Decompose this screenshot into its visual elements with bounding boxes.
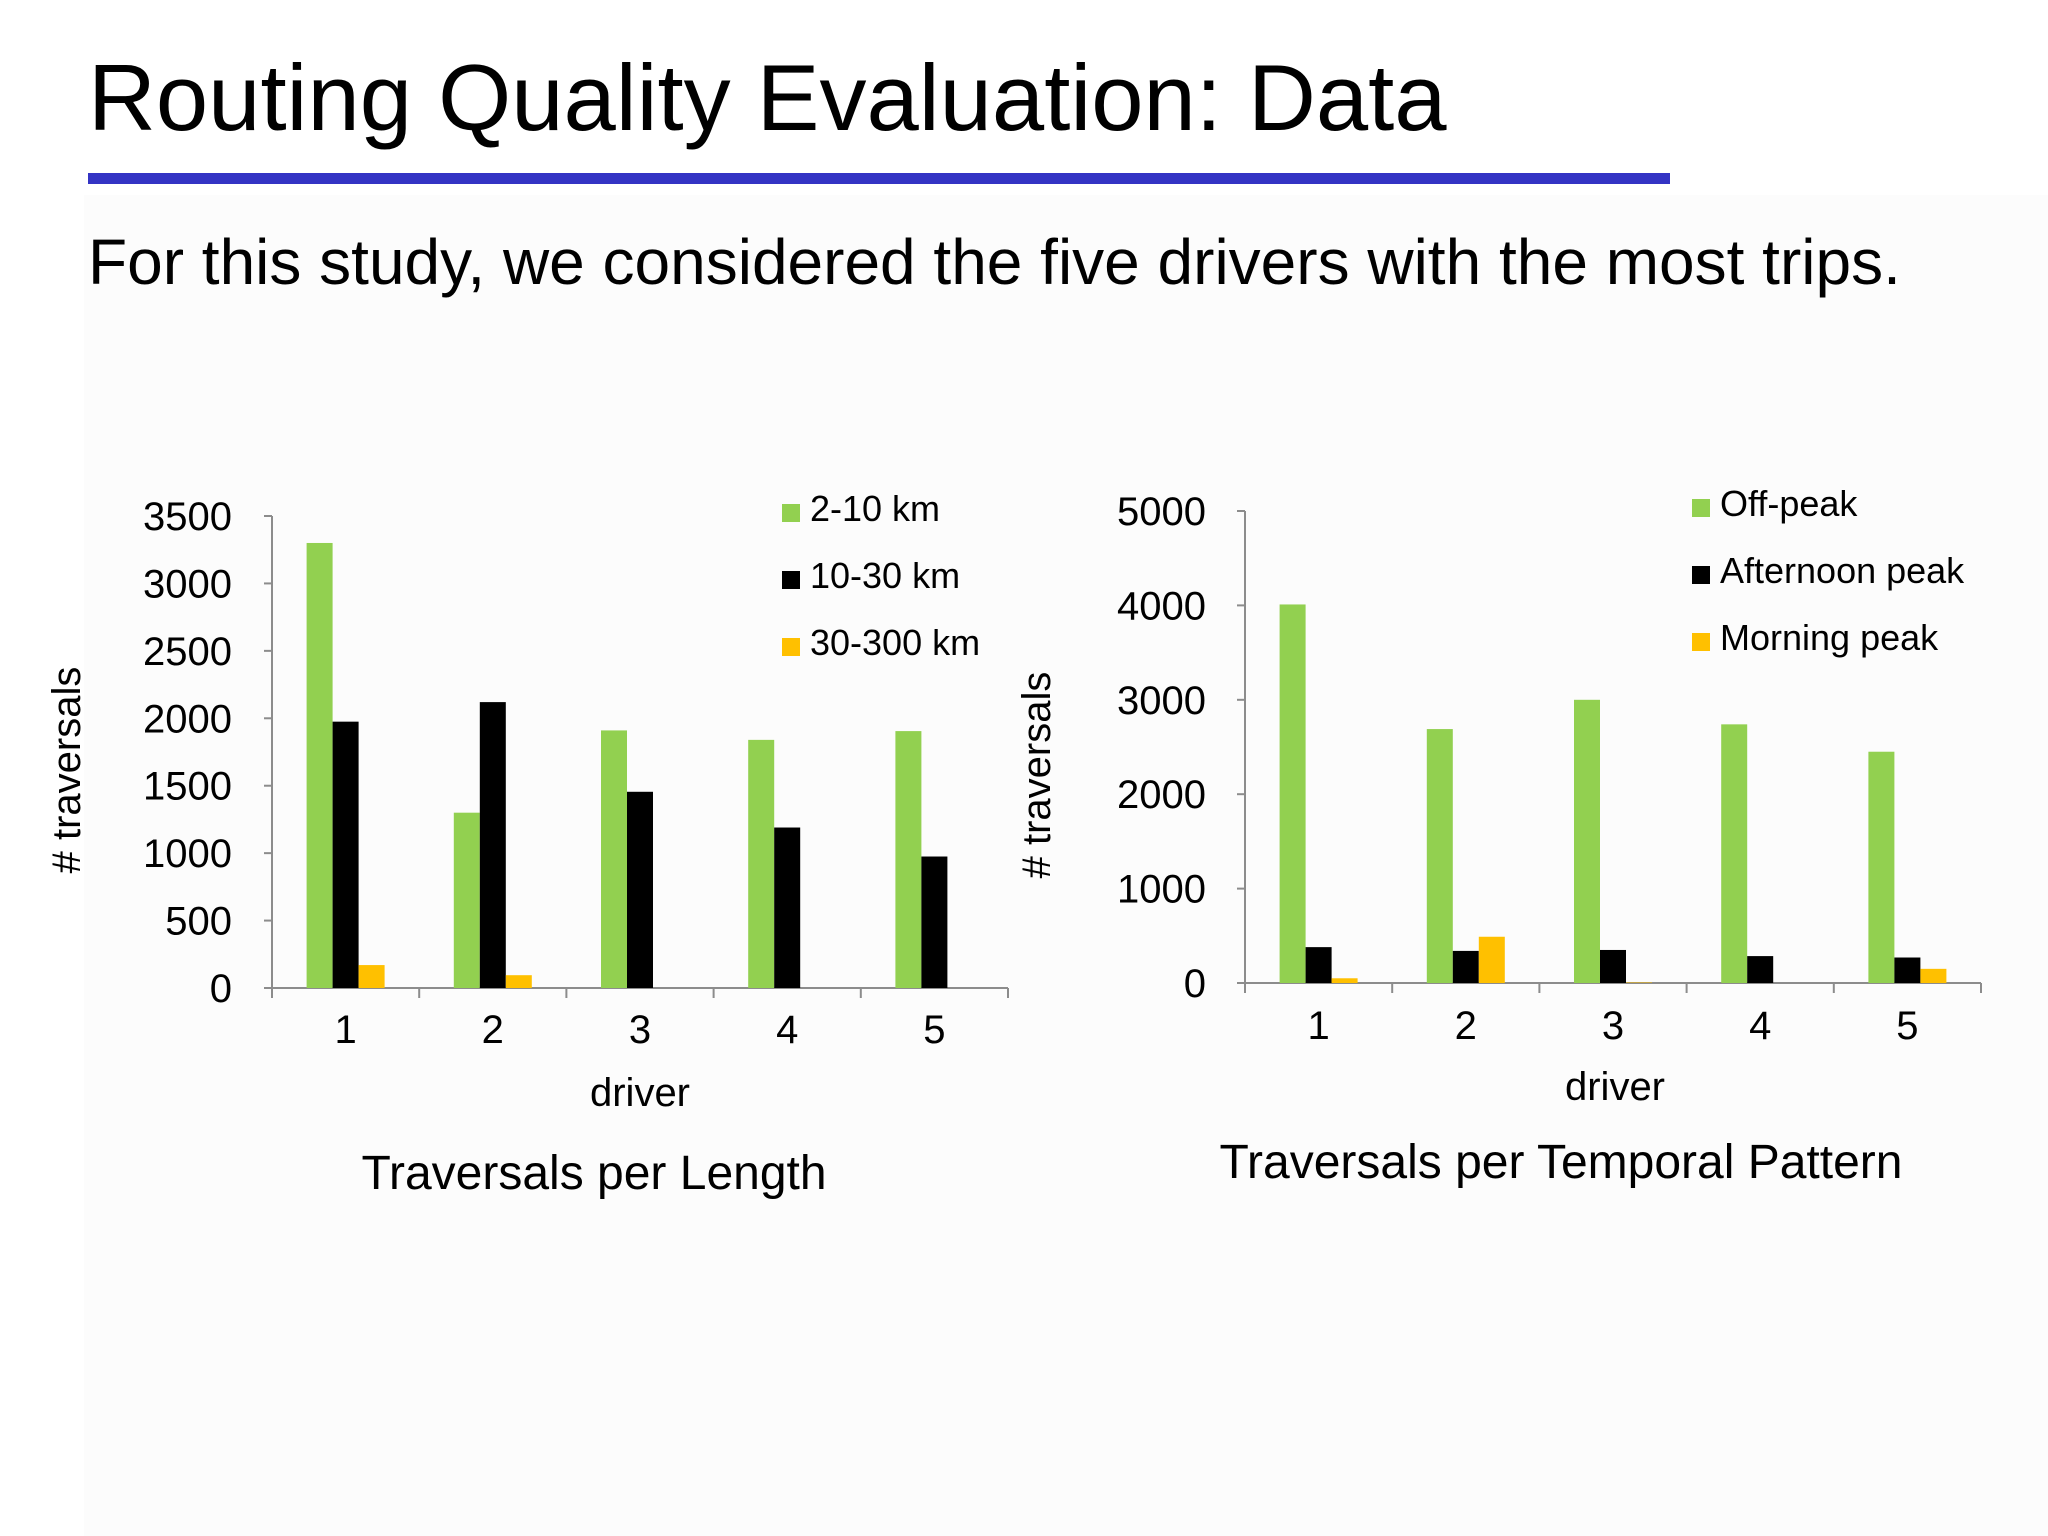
y-tick-label: 2000 bbox=[1117, 773, 1206, 817]
bar-driver-3-series-1 bbox=[601, 730, 627, 988]
legend-label: 10-30 km bbox=[810, 555, 960, 596]
y-tick-label: 5000 bbox=[1117, 490, 1206, 534]
y-tick-label: 500 bbox=[165, 900, 232, 944]
legend-swatch bbox=[782, 638, 800, 656]
y-axis-title: # traversals bbox=[1015, 672, 1059, 879]
title-underline bbox=[88, 173, 1670, 184]
bar-driver-3-series-1 bbox=[1574, 699, 1600, 983]
legend-swatch bbox=[1692, 566, 1710, 584]
legend-label: Afternoon peak bbox=[1720, 550, 1965, 591]
y-tick-label: 4000 bbox=[1117, 584, 1206, 628]
bar-driver-2-series-1 bbox=[1426, 729, 1453, 983]
x-axis-title: driver bbox=[1565, 1065, 1665, 1109]
bar-driver-2-series-2 bbox=[1452, 950, 1479, 983]
bar-driver-3-series-2 bbox=[627, 791, 653, 988]
x-category-label: 5 bbox=[923, 1008, 945, 1052]
y-tick-label: 2000 bbox=[143, 697, 232, 741]
x-category-label: 4 bbox=[776, 1008, 798, 1052]
y-tick-label: 2500 bbox=[143, 630, 232, 674]
y-tick-label: 3500 bbox=[143, 495, 232, 539]
bar-driver-4-series-2 bbox=[774, 827, 801, 988]
legend-swatch bbox=[1692, 633, 1710, 651]
bar-driver-5-series-3 bbox=[1920, 968, 1947, 983]
bar-driver-5-series-2 bbox=[921, 856, 948, 988]
y-axis-title: # traversals bbox=[45, 667, 89, 874]
x-category-label: 5 bbox=[1896, 1004, 1918, 1048]
x-category-label: 4 bbox=[1749, 1004, 1771, 1048]
y-tick-label: 1000 bbox=[143, 832, 232, 876]
chart-traversals-per-length: 0 500 1000 1500 2000 2500 3000 3500 1 2 3 4 5 driver #… bbox=[45, 488, 1009, 1200]
bar-driver-1-series-1 bbox=[306, 542, 333, 988]
bar-driver-1-series-3 bbox=[1331, 978, 1358, 983]
y-tick-label: 1500 bbox=[143, 765, 232, 809]
chart-title: Traversals per Temporal Pattern bbox=[1220, 1136, 1903, 1189]
content-background bbox=[84, 195, 2048, 1536]
y-tick-label: 3000 bbox=[1117, 679, 1206, 723]
legend-label: Off-peak bbox=[1720, 483, 1858, 524]
x-category-label: 2 bbox=[482, 1008, 504, 1052]
y-tick-label: 0 bbox=[1184, 962, 1206, 1006]
bar-driver-4-series-1 bbox=[1721, 724, 1748, 983]
x-category-label: 3 bbox=[1602, 1004, 1624, 1048]
bar-driver-1-series-1 bbox=[1279, 604, 1306, 983]
bar-driver-1-series-2 bbox=[1305, 947, 1332, 983]
legend-swatch bbox=[782, 571, 800, 589]
x-axis-title: driver bbox=[590, 1071, 690, 1115]
bar-driver-3-series-2 bbox=[1600, 949, 1626, 983]
bar-driver-2-series-1 bbox=[453, 812, 480, 988]
bar-driver-2-series-3 bbox=[1478, 936, 1505, 983]
bar-driver-5-series-1 bbox=[895, 731, 922, 988]
y-tick-label: 1000 bbox=[1117, 868, 1206, 912]
chart-title: Traversals per Length bbox=[361, 1147, 826, 1200]
x-category-label: 1 bbox=[334, 1008, 356, 1052]
x-category-label: 3 bbox=[629, 1008, 651, 1052]
legend-label: Morning peak bbox=[1720, 617, 1939, 658]
legend-label: 30-300 km bbox=[810, 622, 980, 663]
bar-driver-5-series-2 bbox=[1894, 957, 1921, 983]
bar-driver-2-series-2 bbox=[479, 702, 506, 988]
bar-driver-1-series-2 bbox=[332, 721, 359, 988]
legend-swatch bbox=[1692, 499, 1710, 517]
y-tick-label: 3000 bbox=[143, 562, 232, 606]
bar-driver-2-series-3 bbox=[505, 975, 532, 988]
bar-driver-1-series-3 bbox=[358, 965, 385, 988]
chart-traversals-per-temporal-pattern: 0 1000 2000 3000 4000 5000 1 2 3 4 5 driver # traver… bbox=[1015, 483, 1982, 1189]
legend-swatch bbox=[782, 504, 800, 522]
y-tick-label: 0 bbox=[210, 967, 232, 1011]
bar-driver-5-series-1 bbox=[1868, 751, 1895, 983]
slide-title: Routing Quality Evaluation: Data bbox=[88, 45, 1447, 150]
x-category-label: 1 bbox=[1307, 1004, 1329, 1048]
slide-body-text: For this study, we considered the five d… bbox=[88, 226, 1901, 298]
bar-driver-4-series-1 bbox=[748, 739, 775, 988]
x-category-label: 2 bbox=[1455, 1004, 1477, 1048]
legend-label: 2-10 km bbox=[810, 488, 940, 529]
bar-driver-4-series-2 bbox=[1747, 956, 1774, 983]
